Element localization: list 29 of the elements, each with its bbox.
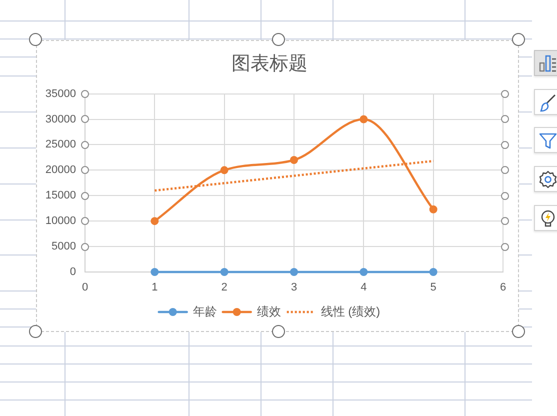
point [360, 115, 368, 124]
y-tick-label: 35000 [45, 88, 76, 100]
x-tick-label: 3 [290, 282, 298, 294]
y-tick-label: 15000 [45, 190, 76, 202]
legend-label: 年龄 [192, 304, 217, 318]
y-tick-label: 5000 [52, 240, 76, 253]
x-tick-label: 1 [152, 282, 158, 294]
chart-title: 图表标题 [232, 54, 308, 75]
x-tick-label: 0 [82, 282, 88, 294]
y-tick-label: 10000 [45, 215, 76, 228]
y-tick-label: 20000 [45, 164, 76, 176]
y-tick-label: 30000 [45, 113, 76, 126]
x-tick-label: 4 [360, 282, 367, 294]
point [290, 156, 298, 164]
point [429, 205, 438, 214]
x-tick-label: 5 [430, 282, 436, 294]
legend-label: 绩效 [256, 304, 281, 318]
point [429, 268, 438, 276]
legend-label: 线性 (绩效) [320, 304, 380, 318]
point [150, 268, 159, 276]
y-tick-label: 25000 [45, 138, 76, 151]
point [290, 268, 298, 276]
y-tick-label: 0 [70, 266, 76, 278]
x-tick-label: 2 [221, 282, 228, 294]
point [220, 268, 228, 276]
point [220, 166, 228, 174]
x-tick-label: 6 [500, 282, 506, 294]
point [150, 217, 159, 226]
point [360, 268, 368, 276]
